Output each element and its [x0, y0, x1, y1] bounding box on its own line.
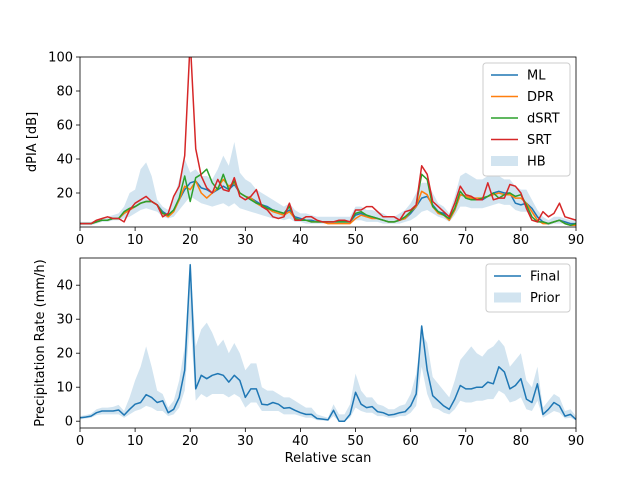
axes-frame [79, 56, 577, 228]
legend-label-hb: HB [527, 155, 546, 170]
y-tick-label: 60 [56, 119, 73, 134]
y-axis-label: Precipitation Rate (mm/h) [33, 259, 48, 426]
x-tick-label: 90 [568, 233, 585, 248]
x-tick-label: 40 [292, 434, 309, 449]
x-tick-label: 30 [237, 434, 254, 449]
x-tick-label: 0 [76, 233, 84, 248]
x-tick-label: 60 [402, 434, 419, 449]
legend-patch-hb [491, 156, 518, 166]
bottom-chart-precipitation: 0 10 20 30 40 50 60 70 80 90 0 10 20 30 40 Precipitatio… [33, 257, 585, 466]
legend-label-final: Final [530, 270, 560, 285]
y-tick-label: 40 [56, 153, 73, 168]
x-tick-label: 20 [182, 233, 199, 248]
legend: ML DPR dSRT SRT HB [482, 62, 571, 177]
plot-area [80, 261, 576, 422]
x-tick-label: 20 [182, 434, 199, 449]
x-tick-label: 0 [76, 434, 84, 449]
y-axis-label: dPIA [dB] [25, 112, 40, 172]
x-axis-label: Relative scan [285, 451, 372, 466]
x-tick-label: 70 [458, 434, 475, 449]
legend-label-prior: Prior [530, 291, 561, 306]
legend-patch-prior [494, 292, 521, 303]
x-tick-label: 80 [513, 434, 530, 449]
y-tick-label: 100 [48, 51, 73, 66]
x-tick-label: 10 [127, 434, 144, 449]
x-tick-label: 50 [347, 434, 364, 449]
series-line-final [80, 264, 576, 422]
legend-label-ml: ML [527, 69, 546, 84]
y-tick-label: 40 [56, 279, 73, 294]
y-tick-label: 20 [56, 187, 73, 202]
x-tick-label: 30 [237, 233, 254, 248]
x-tick-label: 10 [127, 233, 144, 248]
y-tick-label: 10 [56, 381, 73, 396]
legend-box [482, 62, 571, 177]
legend-label-srt: SRT [527, 133, 551, 148]
y-tick-label: 30 [56, 313, 73, 328]
x-tick-label: 60 [402, 233, 419, 248]
legend-label-dpr: DPR [527, 90, 554, 105]
band-prior [80, 261, 576, 422]
x-tick-label: 50 [347, 233, 364, 248]
x-tick-label: 70 [458, 233, 475, 248]
y-tick-label: 80 [56, 85, 73, 100]
plot-area [80, 57, 576, 227]
top-chart-dpia: 0 10 20 30 40 50 60 70 80 90 20 40 60 80 100 dPIA [dB] M… [25, 51, 585, 249]
y-tick-label: 20 [56, 347, 73, 362]
legend: Final Prior [485, 263, 571, 313]
legend-label-dsrt: dSRT [527, 112, 560, 127]
x-tick-label: 90 [568, 434, 585, 449]
y-tick-label: 0 [65, 415, 73, 430]
x-tick-label: 40 [292, 233, 309, 248]
axes-frame [79, 257, 577, 429]
series-line-srt [80, 57, 576, 225]
x-tick-label: 80 [513, 233, 530, 248]
